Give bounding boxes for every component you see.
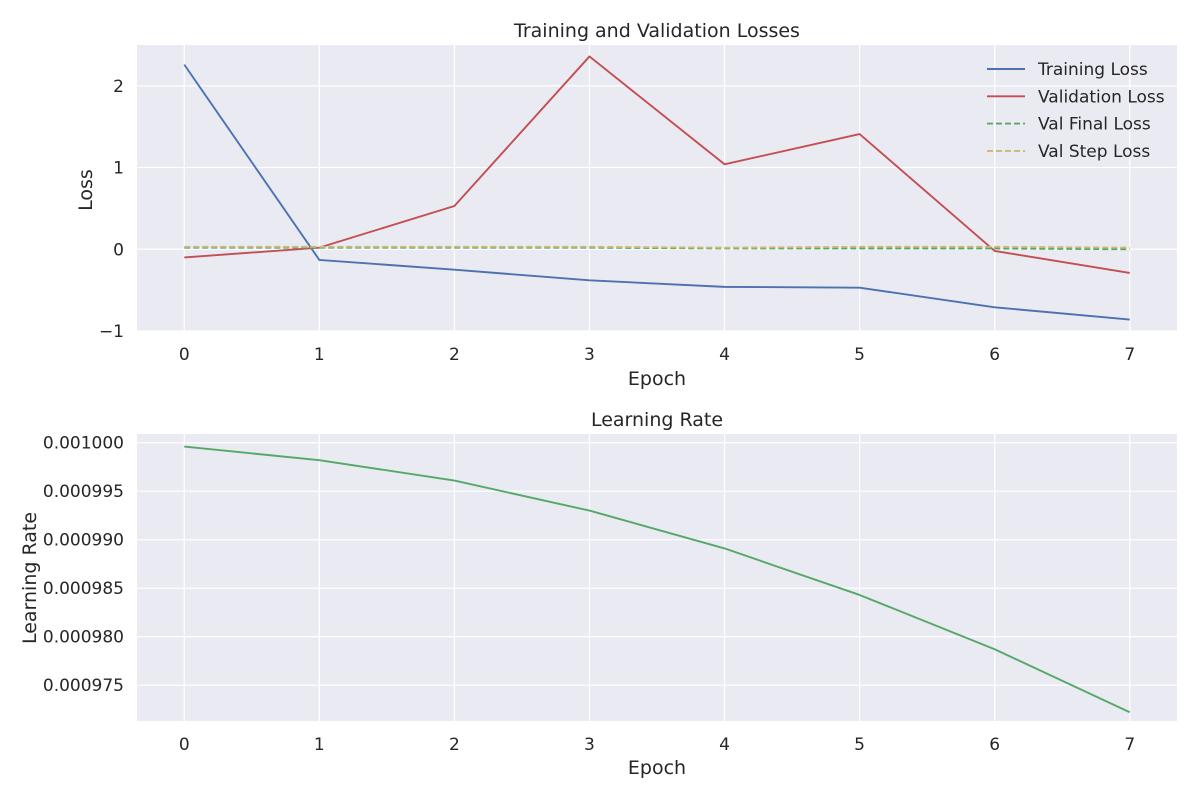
- losses-series: [183, 55, 1130, 321]
- losses-x-tick-label: 4: [719, 345, 730, 365]
- learning-rate-y-tick-label: 0.000985: [43, 579, 124, 599]
- losses-series-0-line: [183, 64, 1130, 321]
- legend-label-2: Val Final Loss: [1038, 115, 1151, 135]
- losses-x-tick-label: 5: [854, 345, 865, 365]
- learning-rate-x-tick-label: 7: [1124, 735, 1135, 755]
- learning-rate-x-tick-label: 3: [584, 735, 595, 755]
- learning-rate-y-axis-label: Learning Rate: [19, 512, 41, 644]
- losses-plot-area: [137, 45, 1177, 331]
- learning-rate-grid: [137, 434, 1177, 721]
- learning-rate-y-tick-label: 0.000980: [43, 628, 124, 648]
- learning-rate-series-0-line: [184, 445, 1131, 714]
- learning-rate-y-tick-label: 0.000975: [43, 676, 124, 696]
- losses-x-tick-label: 3: [584, 345, 595, 365]
- legend-label-1: Validation Loss: [1038, 87, 1165, 107]
- losses-x-tick-label: 2: [449, 345, 460, 365]
- losses-x-tick-label: 7: [1124, 345, 1135, 365]
- losses-y-tick-label: −1: [99, 322, 124, 342]
- learning-rate-x-tick-label: 5: [854, 735, 865, 755]
- losses-x-tick-label: 6: [989, 345, 1000, 365]
- losses-x-tick-label: 0: [179, 345, 190, 365]
- learning-rate-y-tick-label: 0.000990: [43, 531, 124, 551]
- learning-rate-x-axis-label: Epoch: [628, 757, 686, 779]
- losses-legend: Training Loss Validation Loss Val Final Lo…: [987, 60, 1165, 162]
- legend-label-3: Val Step Loss: [1038, 142, 1150, 162]
- losses-ticks: 0 1 2 3 4 5 6 7 −1 0 1 2: [99, 77, 1135, 365]
- learning-rate-chart: 0 1 2 3 4 5 6 7 0.000975 0.000980 0.000985 0.000990…: [19, 409, 1177, 779]
- losses-x-axis-label: Epoch: [628, 368, 686, 390]
- legend-label-0: Training Loss: [1037, 60, 1148, 80]
- losses-y-tick-label: 0: [113, 240, 124, 260]
- losses-y-axis-label: Loss: [75, 169, 97, 211]
- learning-rate-ticks: 0 1 2 3 4 5 6 7 0.000975 0.000980 0.000985 0.000990…: [43, 434, 1135, 755]
- learning-rate-x-tick-label: 1: [314, 735, 325, 755]
- learning-rate-plot-area: [137, 434, 1177, 721]
- learning-rate-x-tick-label: 2: [449, 735, 460, 755]
- losses-y-tick-label: 1: [113, 159, 124, 179]
- losses-y-tick-label: 2: [113, 77, 124, 97]
- learning-rate-x-tick-label: 4: [719, 735, 730, 755]
- learning-rate-y-tick-label: 0.000995: [43, 482, 124, 502]
- losses-x-tick-label: 1: [314, 345, 325, 365]
- losses-title: Training and Validation Losses: [513, 20, 800, 42]
- losses-series-3-line: [184, 245, 1130, 249]
- learning-rate-y-tick-label: 0.001000: [43, 434, 124, 454]
- learning-rate-x-tick-label: 6: [989, 735, 1000, 755]
- learning-rate-x-tick-label: 0: [179, 735, 190, 755]
- losses-series-1-line: [184, 55, 1130, 274]
- losses-chart: 0 1 2 3 4 5 6 7 −1 0 1 2 Training and Validation Lo…: [75, 20, 1177, 390]
- learning-rate-title: Learning Rate: [591, 409, 723, 431]
- learning-rate-series: [184, 445, 1131, 714]
